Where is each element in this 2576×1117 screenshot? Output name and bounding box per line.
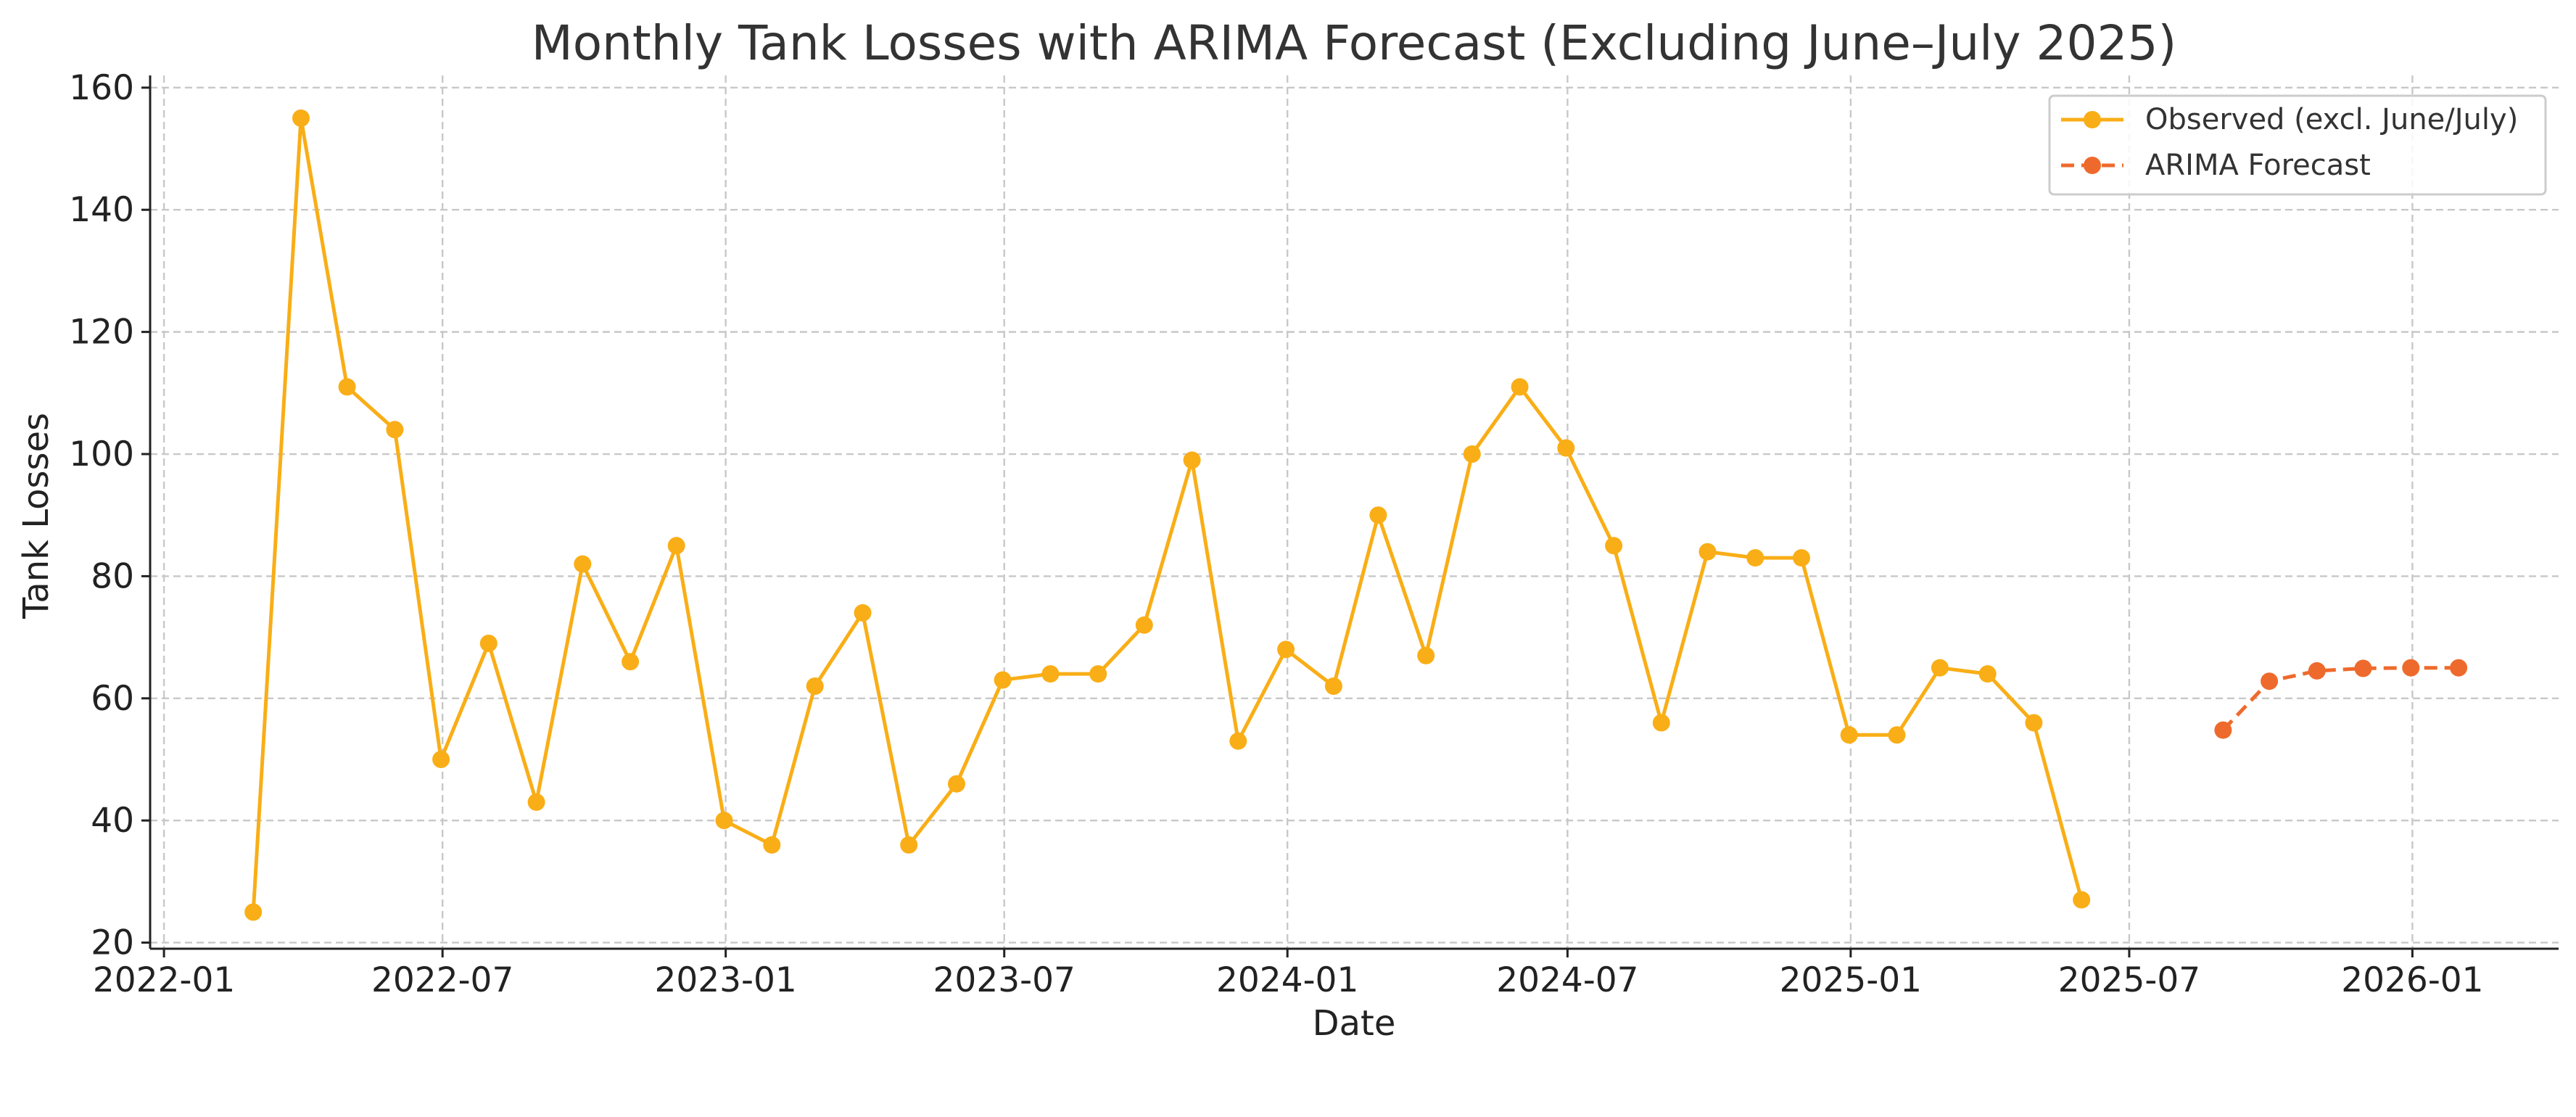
observed-data-point: [1417, 646, 1435, 664]
observed-data-point: [854, 603, 872, 622]
x-axis-label: Date: [1313, 1003, 1396, 1044]
observed-data-point: [2073, 891, 2091, 909]
observed-series-line: [251, 116, 2084, 912]
y-tick-label: 100: [69, 434, 134, 474]
x-tick-label: 2025-07: [2058, 960, 2200, 1000]
observed-data-point: [1557, 439, 1575, 457]
observed-data-point: [1277, 640, 1295, 659]
observed-data-point: [806, 677, 824, 695]
plot-series: [244, 109, 2468, 921]
x-tick-label: 2024-07: [1496, 960, 1638, 1000]
forecast-data-point: [2450, 659, 2468, 677]
observed-data-point: [948, 775, 965, 793]
legend-box: [2048, 94, 2547, 196]
observed-data-point: [1931, 659, 1949, 677]
forecast-data-point: [2354, 659, 2372, 677]
observed-data-point: [1746, 549, 1764, 567]
grid-lines: [150, 75, 2559, 949]
x-tick-label: 2022-07: [371, 960, 513, 1000]
observed-data-point: [527, 793, 545, 811]
y-axis-label: Tank Losses: [16, 413, 57, 619]
observed-data-point: [1229, 732, 1247, 750]
x-tick-label: 2026-01: [2341, 960, 2483, 1000]
observed-data-point: [1840, 726, 1858, 744]
observed-data-point: [1888, 726, 1906, 744]
observed-data-point: [1135, 616, 1153, 634]
legend-label-observed: Observed (excl. June/July): [2145, 103, 2518, 136]
observed-data-point: [994, 671, 1012, 689]
observed-data-point: [1183, 451, 1201, 469]
y-tick-label: 120: [69, 313, 134, 353]
observed-data-point: [292, 109, 310, 127]
x-tick-label: 2023-07: [933, 960, 1076, 1000]
y-tick-label: 160: [69, 68, 134, 108]
observed-data-point: [1605, 537, 1623, 555]
x-tick-label: 2022-01: [93, 960, 235, 1000]
observed-data-point: [244, 903, 263, 921]
y-tick-label: 140: [69, 190, 134, 230]
observed-data-point: [1089, 665, 1107, 683]
observed-data-point: [479, 635, 498, 652]
observed-data-point: [1324, 677, 1342, 695]
x-tick-label: 2025-01: [1780, 960, 1922, 1000]
chart-legend: Observed (excl. June/July) ARIMA Forecas…: [2048, 94, 2547, 196]
forecast-data-point: [2214, 721, 2232, 739]
axes: 20 40 60 80 100 120 140 160 2022-01 2022-07 2023-0…: [69, 68, 2559, 1000]
y-tick-label: 20: [91, 923, 134, 963]
observed-data-point: [1511, 378, 1529, 396]
observed-data-point: [1978, 665, 1997, 683]
y-tick-label: 40: [91, 801, 134, 841]
forecast-data-point: [2402, 659, 2420, 677]
chart-title: Monthly Tank Losses with ARIMA Forecast …: [532, 15, 2177, 71]
observed-data-point: [386, 421, 404, 439]
x-tick-label: 2023-01: [654, 960, 796, 1000]
observed-data-point: [1369, 506, 1387, 524]
observed-data-point: [338, 378, 356, 396]
legend-observed-marker: [2084, 111, 2101, 128]
observed-data-point: [763, 836, 781, 854]
observed-data-point: [622, 653, 640, 671]
observed-data-point: [900, 836, 918, 854]
observed-data-point: [1793, 549, 1810, 567]
observed-data-point: [432, 751, 450, 768]
y-tick-label: 80: [91, 556, 134, 596]
forecast-data-point: [2308, 661, 2326, 680]
x-tick-label: 2024-01: [1216, 960, 1358, 1000]
observed-data-point: [1698, 543, 1717, 561]
observed-data-point: [1652, 714, 1670, 732]
observed-data-point: [1463, 445, 1481, 463]
observed-data-point: [1041, 665, 1060, 683]
y-tick-label: 60: [91, 679, 134, 719]
observed-data-point: [715, 812, 733, 830]
observed-data-point: [2025, 714, 2043, 732]
observed-data-point: [574, 555, 592, 573]
legend-forecast-marker: [2084, 157, 2101, 174]
forecast-series-line: [2221, 666, 2459, 732]
forecast-data-point: [2261, 672, 2279, 691]
observed-data-point: [667, 537, 685, 555]
legend-label-forecast: ARIMA Forecast: [2145, 149, 2371, 182]
